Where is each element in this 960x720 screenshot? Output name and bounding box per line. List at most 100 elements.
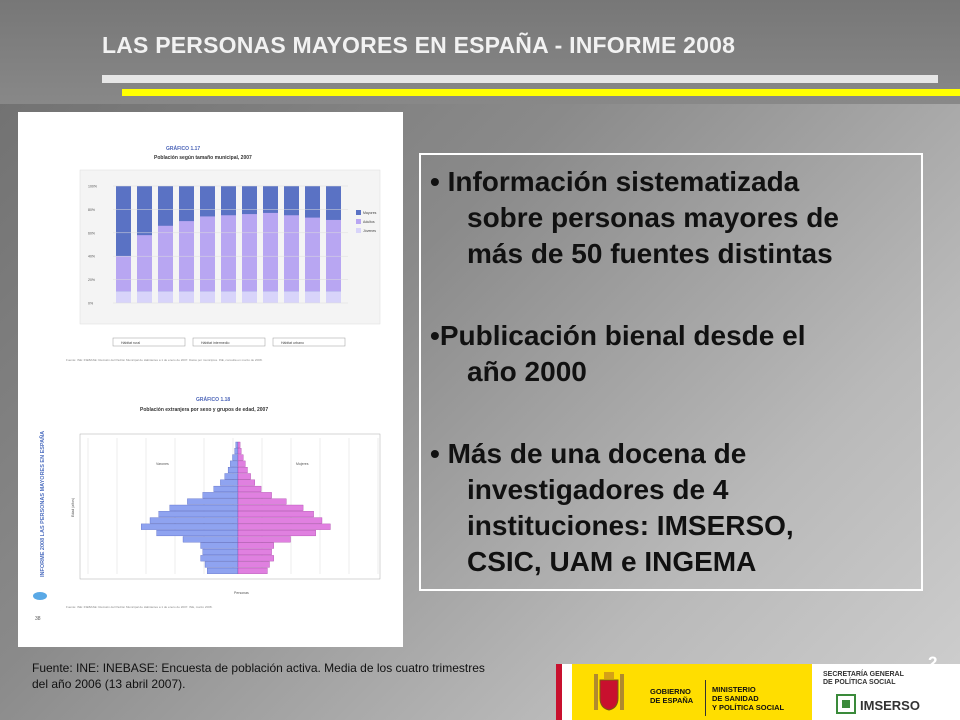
bullet-line: •Publicación bienal desde el: [430, 320, 806, 351]
slide-header: LAS PERSONAS MAYORES EN ESPAÑA - INFORME…: [0, 0, 960, 104]
chart1-bar-young: [284, 291, 299, 303]
bullet-line: • Información sistematizada: [430, 166, 800, 197]
chart2-title: Población extranjera por sexo y grupos d…: [140, 407, 268, 413]
chart1-group-label: Hábitat urbano: [281, 341, 304, 345]
chart1-bar-young: [179, 291, 194, 303]
chart1-bar-young: [221, 291, 236, 303]
chart2-bar-women: [237, 517, 323, 524]
chart1-bar-young: [305, 291, 320, 303]
chart1-y-tick: 100%: [88, 185, 97, 189]
chart2-bar-men: [141, 523, 239, 530]
chart1-bars: [116, 186, 341, 303]
chart2-bars: [141, 441, 331, 574]
chart1-y-ticks: 100% 80% 60% 40% 20% 0%: [88, 185, 348, 306]
bullet-sources: • Información sistematizada sobre person…: [430, 164, 839, 272]
spine-logo: [33, 592, 47, 600]
chart1-y-tick: 40%: [88, 255, 95, 259]
bullet-researchers: • Más de una docena de investigadores de…: [430, 436, 794, 580]
chart2-bar-men: [232, 454, 239, 461]
bullet-line: sobre personas mayores de: [467, 202, 839, 233]
chart2-bar-women: [237, 530, 316, 537]
chart1-bar-adult: [326, 219, 341, 292]
chart1-bar-young: [158, 291, 173, 303]
chart1-label: GRÁFICO 1.17: [166, 145, 200, 152]
logo-divider: [705, 680, 706, 716]
chart1-group-box: [192, 337, 266, 347]
bullet-line: CSIC, UAM e INGEMA: [467, 546, 757, 577]
chart2-bar-women: [237, 542, 274, 549]
header-rule-white: [102, 75, 938, 83]
chart2-bar-women: [237, 511, 314, 518]
chart2-bar-men: [169, 504, 239, 511]
chart1-bar-young: [242, 291, 257, 303]
chart2-left-label: Varones: [156, 462, 169, 466]
chart1-bar-adult: [116, 256, 131, 292]
chart1-title: Población según tamaño municipal, 2007: [154, 155, 252, 161]
chart1-bar-adult: [137, 235, 152, 292]
chart1-bar-young: [326, 291, 341, 303]
chart2-bar-women: [237, 492, 272, 499]
chart1-group-label: Hábitat rural: [121, 341, 140, 345]
chart1-bar-adult: [263, 212, 278, 292]
chart1-legend-swatch: [356, 219, 361, 224]
chart2-bar-men: [200, 542, 239, 549]
chart1-y-tick: 60%: [88, 231, 95, 235]
chart1-legend-label: Mayores: [363, 211, 377, 215]
chart1-bar-young: [116, 291, 131, 303]
eu-flag-icon: [556, 664, 562, 720]
chart1-groups: Hábitat rural Hábitat intermedio Hábitat u…: [112, 337, 346, 347]
chart1-legend: Mayores Adultos Jóvenes: [356, 210, 377, 233]
chart2-bar-men: [230, 460, 239, 467]
chart2-bar-men: [182, 536, 239, 543]
chart2-bar-men: [207, 567, 239, 574]
chart1-legend-swatch: [356, 228, 361, 233]
chart2-bar-women: [237, 504, 304, 511]
chart1-bar-adult: [158, 225, 173, 292]
chart1-bar-adult: [284, 215, 299, 292]
gov-label: GOBIERNO DE ESPAÑA: [650, 687, 694, 705]
chart2-bar-women: [237, 441, 241, 448]
chart1-y-tick: 20%: [88, 278, 95, 282]
chart2-bar-men: [202, 548, 239, 555]
chart2-bar-men: [224, 473, 239, 480]
bullet-line: año 2000: [467, 356, 587, 387]
chart2-x-label: Personas: [234, 591, 249, 595]
chart2-bar-women: [237, 498, 287, 505]
chart2-bar-women: [237, 467, 248, 474]
chart2-bar-men: [220, 479, 239, 486]
report-page-number: 38: [35, 616, 41, 622]
ministry-label: MINISTERIO DE SANIDAD Y POLÍTICA SOCIAL: [712, 685, 785, 712]
imserso-logo-icon: [836, 694, 856, 714]
chart2-bar-women: [237, 523, 331, 530]
chart2-bar-women: [237, 548, 272, 555]
bullet-line: más de 50 fuentes distintas: [467, 238, 833, 269]
bullet-line: instituciones: IMSERSO,: [467, 510, 794, 541]
chart1-legend-swatch: [356, 210, 361, 215]
chart2-bar-men: [204, 561, 239, 568]
chart1-group-label: Hábitat intermedio: [201, 341, 229, 345]
chart2-bar-men: [235, 441, 239, 448]
chart2-source: Fuente: INE: INEBASE: Revisión del Padró…: [66, 605, 213, 609]
chart1-bar-adult: [305, 217, 320, 292]
chart2-bar-women: [237, 561, 270, 568]
report-page-image: GRÁFICO 1.17 Población según tamaño muni…: [18, 112, 403, 647]
chart2-bar-men: [213, 485, 239, 492]
chart2-bar-women: [237, 448, 242, 455]
chart2-bar-women: [237, 460, 246, 467]
chart1-y-tick: 80%: [88, 208, 95, 212]
chart2-bar-men: [187, 498, 239, 505]
chart2-bar-men: [234, 448, 239, 455]
chart1-bar-young: [200, 291, 215, 303]
chart2-label: GRÁFICO 1.18: [196, 396, 230, 403]
chart2-bar-women: [237, 567, 268, 574]
chart1-bar-young: [263, 291, 278, 303]
chart1-bar-adult: [200, 216, 215, 292]
chart1-bar-adult: [242, 214, 257, 292]
coat-of-arms-icon: [594, 672, 624, 711]
chart2-bar-women: [237, 479, 255, 486]
report-page-graphics: GRÁFICO 1.17 Población según tamaño muni…: [33, 145, 381, 622]
spine-text: INFORME 2008 LAS PERSONAS MAYORES EN ESP…: [39, 431, 46, 577]
chart1-source: Fuente: INE: INEBASE: Revisión del Padró…: [66, 358, 263, 362]
chart1-bar-adult: [221, 215, 236, 292]
chart2-bar-women: [237, 485, 262, 492]
